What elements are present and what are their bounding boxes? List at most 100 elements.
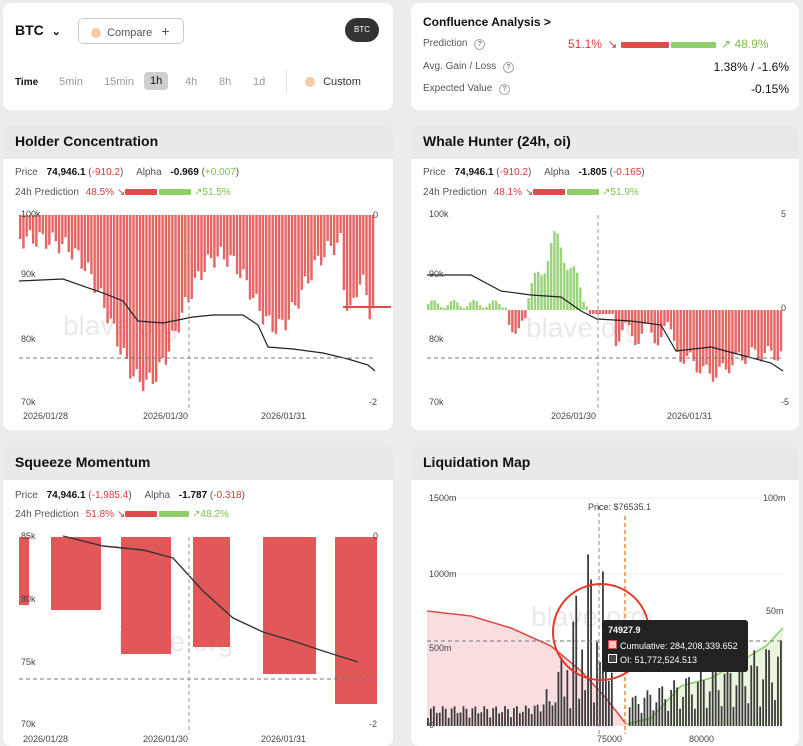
confluence-title[interactable]: Confluence Analysis > bbox=[423, 15, 551, 29]
bar bbox=[444, 708, 447, 726]
bar bbox=[771, 682, 773, 726]
bar bbox=[135, 215, 138, 370]
bar bbox=[516, 706, 518, 726]
tooltip-title: 74927.9 bbox=[608, 625, 641, 635]
bar bbox=[643, 697, 646, 726]
tab-5min[interactable]: 5min bbox=[59, 76, 83, 88]
prediction-red: 48.1% bbox=[493, 187, 523, 198]
bar bbox=[718, 310, 721, 367]
bar bbox=[349, 215, 352, 306]
bar bbox=[439, 307, 443, 310]
bar bbox=[465, 306, 469, 310]
bar bbox=[676, 310, 679, 352]
y-tick: 0 bbox=[429, 720, 434, 730]
bar bbox=[300, 215, 303, 290]
bar bbox=[540, 275, 543, 310]
bar bbox=[427, 718, 429, 726]
liq-chart[interactable]: blave.orgPrice: $76535.11500m1000m500m01… bbox=[411, 446, 799, 746]
x-tick: 80000 bbox=[689, 734, 714, 744]
bar bbox=[588, 310, 592, 314]
bar bbox=[456, 302, 459, 310]
tab-1d[interactable]: 1d bbox=[253, 76, 266, 88]
bar bbox=[86, 215, 90, 263]
bar bbox=[670, 689, 673, 726]
confluence-panel: Confluence Analysis > Prediction ? 51.1%… bbox=[411, 3, 799, 110]
bar bbox=[689, 310, 692, 353]
bar bbox=[268, 215, 271, 316]
bar bbox=[319, 215, 323, 266]
y-right-tick: 0 bbox=[373, 210, 378, 220]
price-value: 74,946.1 bbox=[46, 490, 86, 501]
trend-up-icon: ↗ bbox=[721, 37, 732, 51]
bar bbox=[48, 215, 51, 245]
bar bbox=[611, 310, 614, 314]
bar bbox=[744, 310, 747, 364]
custom-button[interactable]: Custom bbox=[305, 76, 361, 88]
bar bbox=[61, 215, 64, 244]
bar bbox=[774, 700, 776, 726]
bar bbox=[590, 579, 592, 726]
trend-down-icon: ↘ bbox=[524, 187, 534, 198]
time-label: Time bbox=[15, 77, 39, 88]
bar bbox=[585, 306, 589, 310]
bar bbox=[430, 300, 433, 310]
tab-1h[interactable]: 1h bbox=[144, 72, 169, 90]
bar bbox=[242, 215, 245, 270]
liq-tooltip: 74927.9 Cumulative: 284,208,339.652 OI: … bbox=[602, 620, 748, 672]
bar bbox=[744, 686, 747, 726]
bar bbox=[148, 215, 151, 373]
bar bbox=[492, 708, 495, 726]
prediction-label: 24h Prediction bbox=[423, 187, 487, 198]
y-tick: 500m bbox=[429, 643, 452, 653]
bar bbox=[510, 717, 512, 726]
bar bbox=[116, 215, 119, 347]
tooltip-cumulative: Cumulative: 284,208,339.652 bbox=[608, 640, 738, 651]
bar bbox=[599, 661, 601, 726]
bar bbox=[702, 680, 705, 726]
bar bbox=[766, 310, 770, 347]
bar bbox=[734, 310, 737, 354]
price-label: Price bbox=[15, 490, 38, 501]
bar bbox=[542, 704, 545, 726]
bar bbox=[714, 667, 717, 726]
y-tick: 80k bbox=[21, 334, 36, 344]
bar bbox=[691, 694, 693, 726]
bar bbox=[780, 640, 782, 726]
tab-8h[interactable]: 8h bbox=[219, 76, 232, 88]
bar bbox=[698, 310, 702, 374]
bar bbox=[177, 215, 181, 333]
bar bbox=[206, 215, 210, 255]
bar bbox=[726, 660, 729, 726]
bar bbox=[472, 300, 475, 310]
bar bbox=[203, 215, 206, 273]
prediction-red: 51.8% bbox=[85, 509, 115, 520]
bar bbox=[717, 690, 720, 726]
tab-4h[interactable]: 4h bbox=[185, 76, 198, 88]
symbol-selector[interactable]: BTC ⌄ bbox=[15, 22, 61, 38]
bar bbox=[735, 685, 738, 726]
bar bbox=[777, 656, 779, 726]
compare-button[interactable]: Compare + bbox=[78, 18, 184, 44]
watermark: blave.org bbox=[526, 312, 641, 343]
bar bbox=[517, 310, 521, 329]
bar bbox=[35, 215, 38, 247]
bar bbox=[595, 310, 598, 314]
bar bbox=[477, 713, 480, 726]
x-tick: 2026/01/31 bbox=[667, 411, 712, 421]
bar bbox=[702, 310, 705, 367]
bar bbox=[274, 215, 278, 334]
bar bbox=[593, 702, 595, 726]
bar bbox=[614, 310, 618, 346]
bar bbox=[647, 310, 650, 324]
bar bbox=[521, 711, 524, 726]
bar bbox=[326, 215, 329, 241]
bar bbox=[459, 712, 462, 726]
bar bbox=[459, 306, 462, 310]
bar bbox=[737, 310, 741, 353]
bar bbox=[332, 215, 336, 256]
whale-chart[interactable]: blave.org 100k 90k 80k 70k 5 0 -5 2026/01/30 2026… bbox=[411, 125, 799, 430]
btc-badge[interactable]: BTC bbox=[345, 18, 379, 42]
tab-15min[interactable]: 15min bbox=[104, 76, 134, 88]
